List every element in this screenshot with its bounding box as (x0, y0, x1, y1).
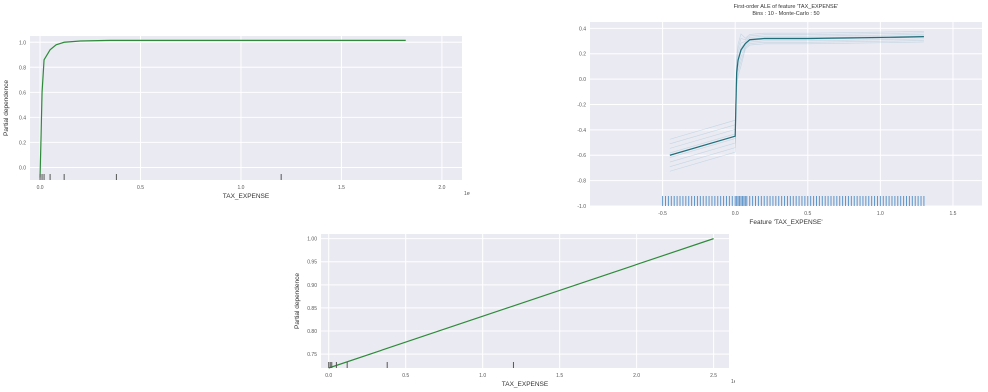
y-axis-label: Partial dependence (294, 273, 301, 329)
chart-svg: 0.0 0.5 1.0 1.5 2.0 0.0 0.2 0.4 0.6 0.8 1.0 TAX_EXP… (3, 36, 470, 200)
y-tick-label: 0.80 (307, 329, 317, 335)
x-tick-label: 1.5 (949, 211, 956, 217)
y-tick-label: 0.4 (19, 115, 26, 121)
y-tick-label: 1.00 (307, 237, 317, 243)
y-tick-label: 0.75 (307, 352, 317, 358)
x-tick-label: 0.5 (137, 185, 144, 191)
x-tick-label: 1.0 (238, 185, 245, 191)
y-tick-label: -0.4 (577, 128, 586, 134)
x-tick-label: 2.0 (438, 185, 445, 191)
x-axis-label: TAX_EXPENSE (502, 381, 549, 388)
y-tick-label: 0.95 (307, 260, 317, 266)
x-scale-label: 1e6 (731, 379, 735, 385)
y-tick-label: 0.6 (19, 90, 26, 96)
chart-title: First-order ALE of feature 'TAX_EXPENSE' (734, 4, 839, 10)
partial-dependence-chart-top: 0.0 0.5 1.0 1.5 2.0 0.0 0.2 0.4 0.6 0.8 1.0 TAX_EXP… (0, 0, 470, 200)
ale-chart: -0.5 0.0 0.5 1.0 1.5 -1.0 -0.8 -0.6 -0.4 -0.2 0.0 0… (560, 0, 988, 228)
series-line (39, 39, 406, 178)
y-tick-label: 0.90 (307, 283, 317, 289)
y-tick-label: 0.0 (19, 165, 26, 171)
y-tick-label: 1.0 (19, 40, 26, 46)
y-tick-label: 0.8 (19, 65, 26, 71)
x-scale-label: 1e6 (464, 191, 470, 197)
y-tick-label: -0.8 (577, 179, 586, 185)
series-line (328, 238, 714, 369)
y-tick-label: -1.0 (577, 204, 586, 210)
chart-svg: -0.5 0.0 0.5 1.0 1.5 -1.0 -0.8 -0.6 -0.4 -0.2 0.0 0… (577, 4, 982, 226)
chart-subtitle: Bins : 10 - Monte-Carlo : 50 (752, 11, 819, 17)
x-tick-label: 0.5 (402, 373, 409, 379)
y-tick-label: 0.2 (19, 140, 26, 146)
x-axis-label: Feature 'TAX_EXPENSE' (749, 219, 822, 226)
series-line (669, 35, 924, 156)
plot-area (590, 22, 982, 206)
y-axis-label: Partial dependence (3, 80, 10, 136)
x-tick-label: 1.0 (479, 373, 486, 379)
x-tick-label: 2.0 (633, 373, 640, 379)
y-tick-label: 0.4 (579, 26, 586, 32)
plot-area (30, 36, 462, 180)
x-tick-label: 0.0 (37, 185, 44, 191)
y-tick-label: -0.2 (577, 102, 586, 108)
x-tick-label: 0.0 (325, 373, 332, 379)
y-tick-label: 0.85 (307, 306, 317, 312)
y-tick-label: 0.2 (579, 52, 586, 58)
x-tick-label: 0.5 (804, 211, 811, 217)
x-tick-label: 0.0 (732, 211, 739, 217)
x-tick-label: 2.5 (710, 373, 717, 379)
chart-svg: 0.0 0.5 1.0 1.5 2.0 2.5 0.75 0.80 0.85 0.90 0.95 1.… (294, 234, 735, 388)
x-axis-label: TAX_EXPENSE (223, 193, 270, 200)
x-tick-label: 1.5 (338, 185, 345, 191)
partial-dependence-chart-bottom: 0.0 0.5 1.0 1.5 2.0 2.5 0.75 0.80 0.85 0.90 0.95 1.… (275, 222, 735, 392)
x-tick-label: -0.5 (658, 211, 667, 217)
y-tick-label: 0.0 (579, 77, 586, 83)
y-tick-label: -0.6 (577, 153, 586, 159)
x-tick-label: 1.0 (877, 211, 884, 217)
x-tick-label: 1.5 (556, 373, 563, 379)
